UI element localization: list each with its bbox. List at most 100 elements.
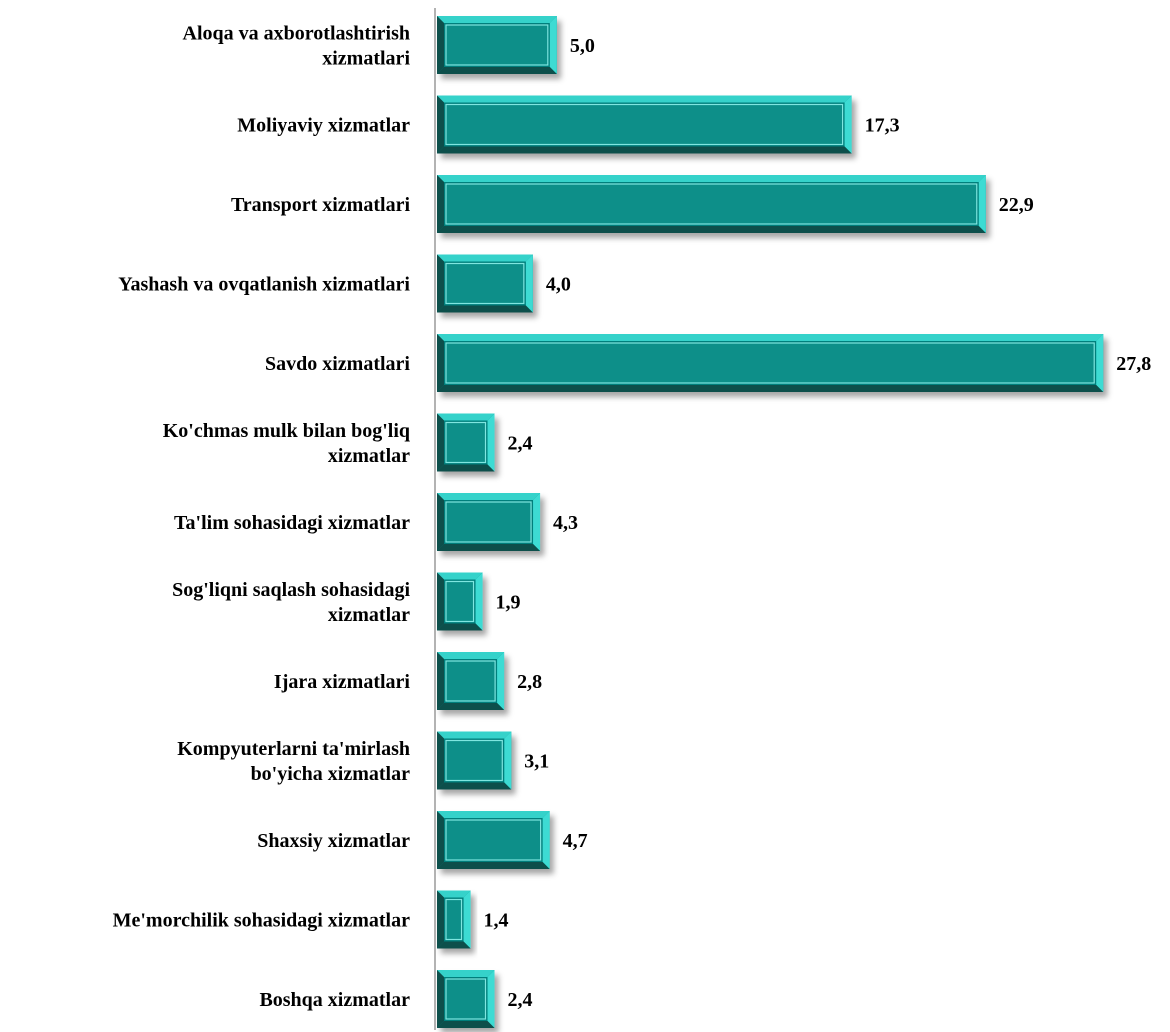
bar-bevel-bottom [437,941,471,949]
bar-inner-panel [445,580,475,623]
bar-bevel-left [437,970,444,1028]
bar-bevel-left [437,95,444,154]
bar-3 [437,254,533,313]
bar-bevel-bottom [437,305,533,313]
value-label: 2,4 [508,433,533,455]
category-label: Yashash va ovqatlanish xizmatlari [118,274,410,296]
bar-bevel-right [542,811,550,869]
bar-bevel-top [437,652,505,659]
category-label: Kompyuterlarni ta'mirlash [177,738,410,760]
bar-bevel-right [549,16,557,74]
bar-bevel-bottom [437,464,495,472]
value-labels-group: 5,0 17,3 22,9 4,0 27,8 2,4 4,3 1,9 2,8 3,1 4,7 1,4 2… [484,35,1152,1011]
bar-11 [437,890,471,949]
bar-bevel-bottom [437,67,557,74]
value-label: 5,0 [570,35,595,57]
bar-bevel-left [437,652,444,710]
category-label: Me'morchilik sohasidagi xizmatlar [113,910,411,932]
bar-inner-panel [445,421,487,464]
bar-bevel-bottom [437,1021,495,1028]
bar-bevel-left [437,890,444,949]
bar-bevel-top [437,175,986,182]
bars-group [437,16,1104,1028]
bar-bevel-bottom [437,862,550,869]
bar-bevel-top [437,970,495,977]
category-label: Boshqa xizmatlar [259,989,410,1011]
bar-bevel-left [437,731,444,790]
category-label: Aloqa va axborotlashtirish [183,23,410,45]
category-label: bo'yicha xizmatlar [251,763,411,785]
bar-bevel-bottom [437,703,505,710]
bar-bevel-right [525,254,533,313]
bar-bevel-right [1096,334,1104,392]
category-label: Shaxsiy xizmatlar [257,830,410,852]
bar-7 [437,572,483,631]
bar-bevel-right [844,95,852,154]
bar-0 [437,16,557,74]
value-label: 2,8 [517,671,542,693]
bar-bevel-top [437,95,852,103]
category-label: Ko'chmas mulk bilan bog'liq [163,420,410,442]
bar-bevel-top [437,334,1104,341]
bar-bevel-left [437,254,444,313]
bar-bevel-top [437,493,541,500]
bar-bevel-top [437,413,495,421]
value-label: 2,4 [508,989,533,1011]
bar-inner-panel [445,24,549,66]
category-label: Transport xizmatlari [231,194,410,216]
bar-4 [437,334,1104,392]
category-label: xizmatlar [328,604,410,626]
bar-bevel-left [437,493,444,551]
bar-8 [437,652,505,710]
bar-bevel-top [437,16,557,23]
value-label: 1,4 [484,910,509,932]
category-label: xizmatlari [322,48,410,70]
bar-inner-panel [445,660,496,702]
bar-1 [437,95,852,154]
bar-inner-panel [445,978,487,1020]
bar-inner-panel [445,501,532,543]
value-label: 22,9 [999,194,1034,216]
bar-inner-panel [445,739,503,782]
bar-bevel-left [437,16,444,74]
bar-bevel-bottom [437,226,986,233]
category-label: Sog'liqni saqlash sohasidagi [172,579,410,601]
bar-10 [437,811,550,869]
bar-bevel-right [533,493,541,551]
value-label: 1,9 [496,592,521,614]
bar-inner-panel [445,342,1095,384]
bar-bevel-right [504,731,512,790]
bar-9 [437,731,512,790]
bar-inner-panel [445,262,525,305]
bar-bevel-bottom [437,385,1104,392]
value-label: 27,8 [1116,353,1151,375]
category-label: Moliyaviy xizmatlar [237,115,410,137]
category-label: Ta'lim sohasidagi xizmatlar [174,512,410,534]
bar-5 [437,413,495,472]
bar-bevel-bottom [437,146,852,154]
bar-bevel-right [487,413,495,472]
bar-bevel-left [437,413,444,472]
bar-bevel-top [437,731,512,739]
bar-bevel-top [437,254,533,262]
category-labels-group: Aloqa va axborotlashtirish xizmatlari Moli… [113,23,411,1012]
bar-bevel-left [437,175,444,233]
bar-6 [437,493,541,551]
bar-bevel-right [475,572,483,631]
bar-inner-panel [445,103,844,146]
value-label: 3,1 [524,751,549,773]
bar-bevel-bottom [437,544,541,551]
bar-inner-panel [445,183,978,225]
category-label: xizmatlar [328,445,410,467]
bar-12 [437,970,495,1028]
bar-bevel-left [437,334,444,392]
category-label: Savdo xizmatlari [265,353,410,375]
bar-bevel-right [978,175,986,233]
bar-inner-panel [445,819,542,861]
bar-bevel-top [437,572,483,580]
bar-bevel-bottom [437,623,483,631]
category-label: Ijara xizmatlari [274,671,411,693]
value-label: 4,3 [553,512,578,534]
value-label: 17,3 [865,115,900,137]
